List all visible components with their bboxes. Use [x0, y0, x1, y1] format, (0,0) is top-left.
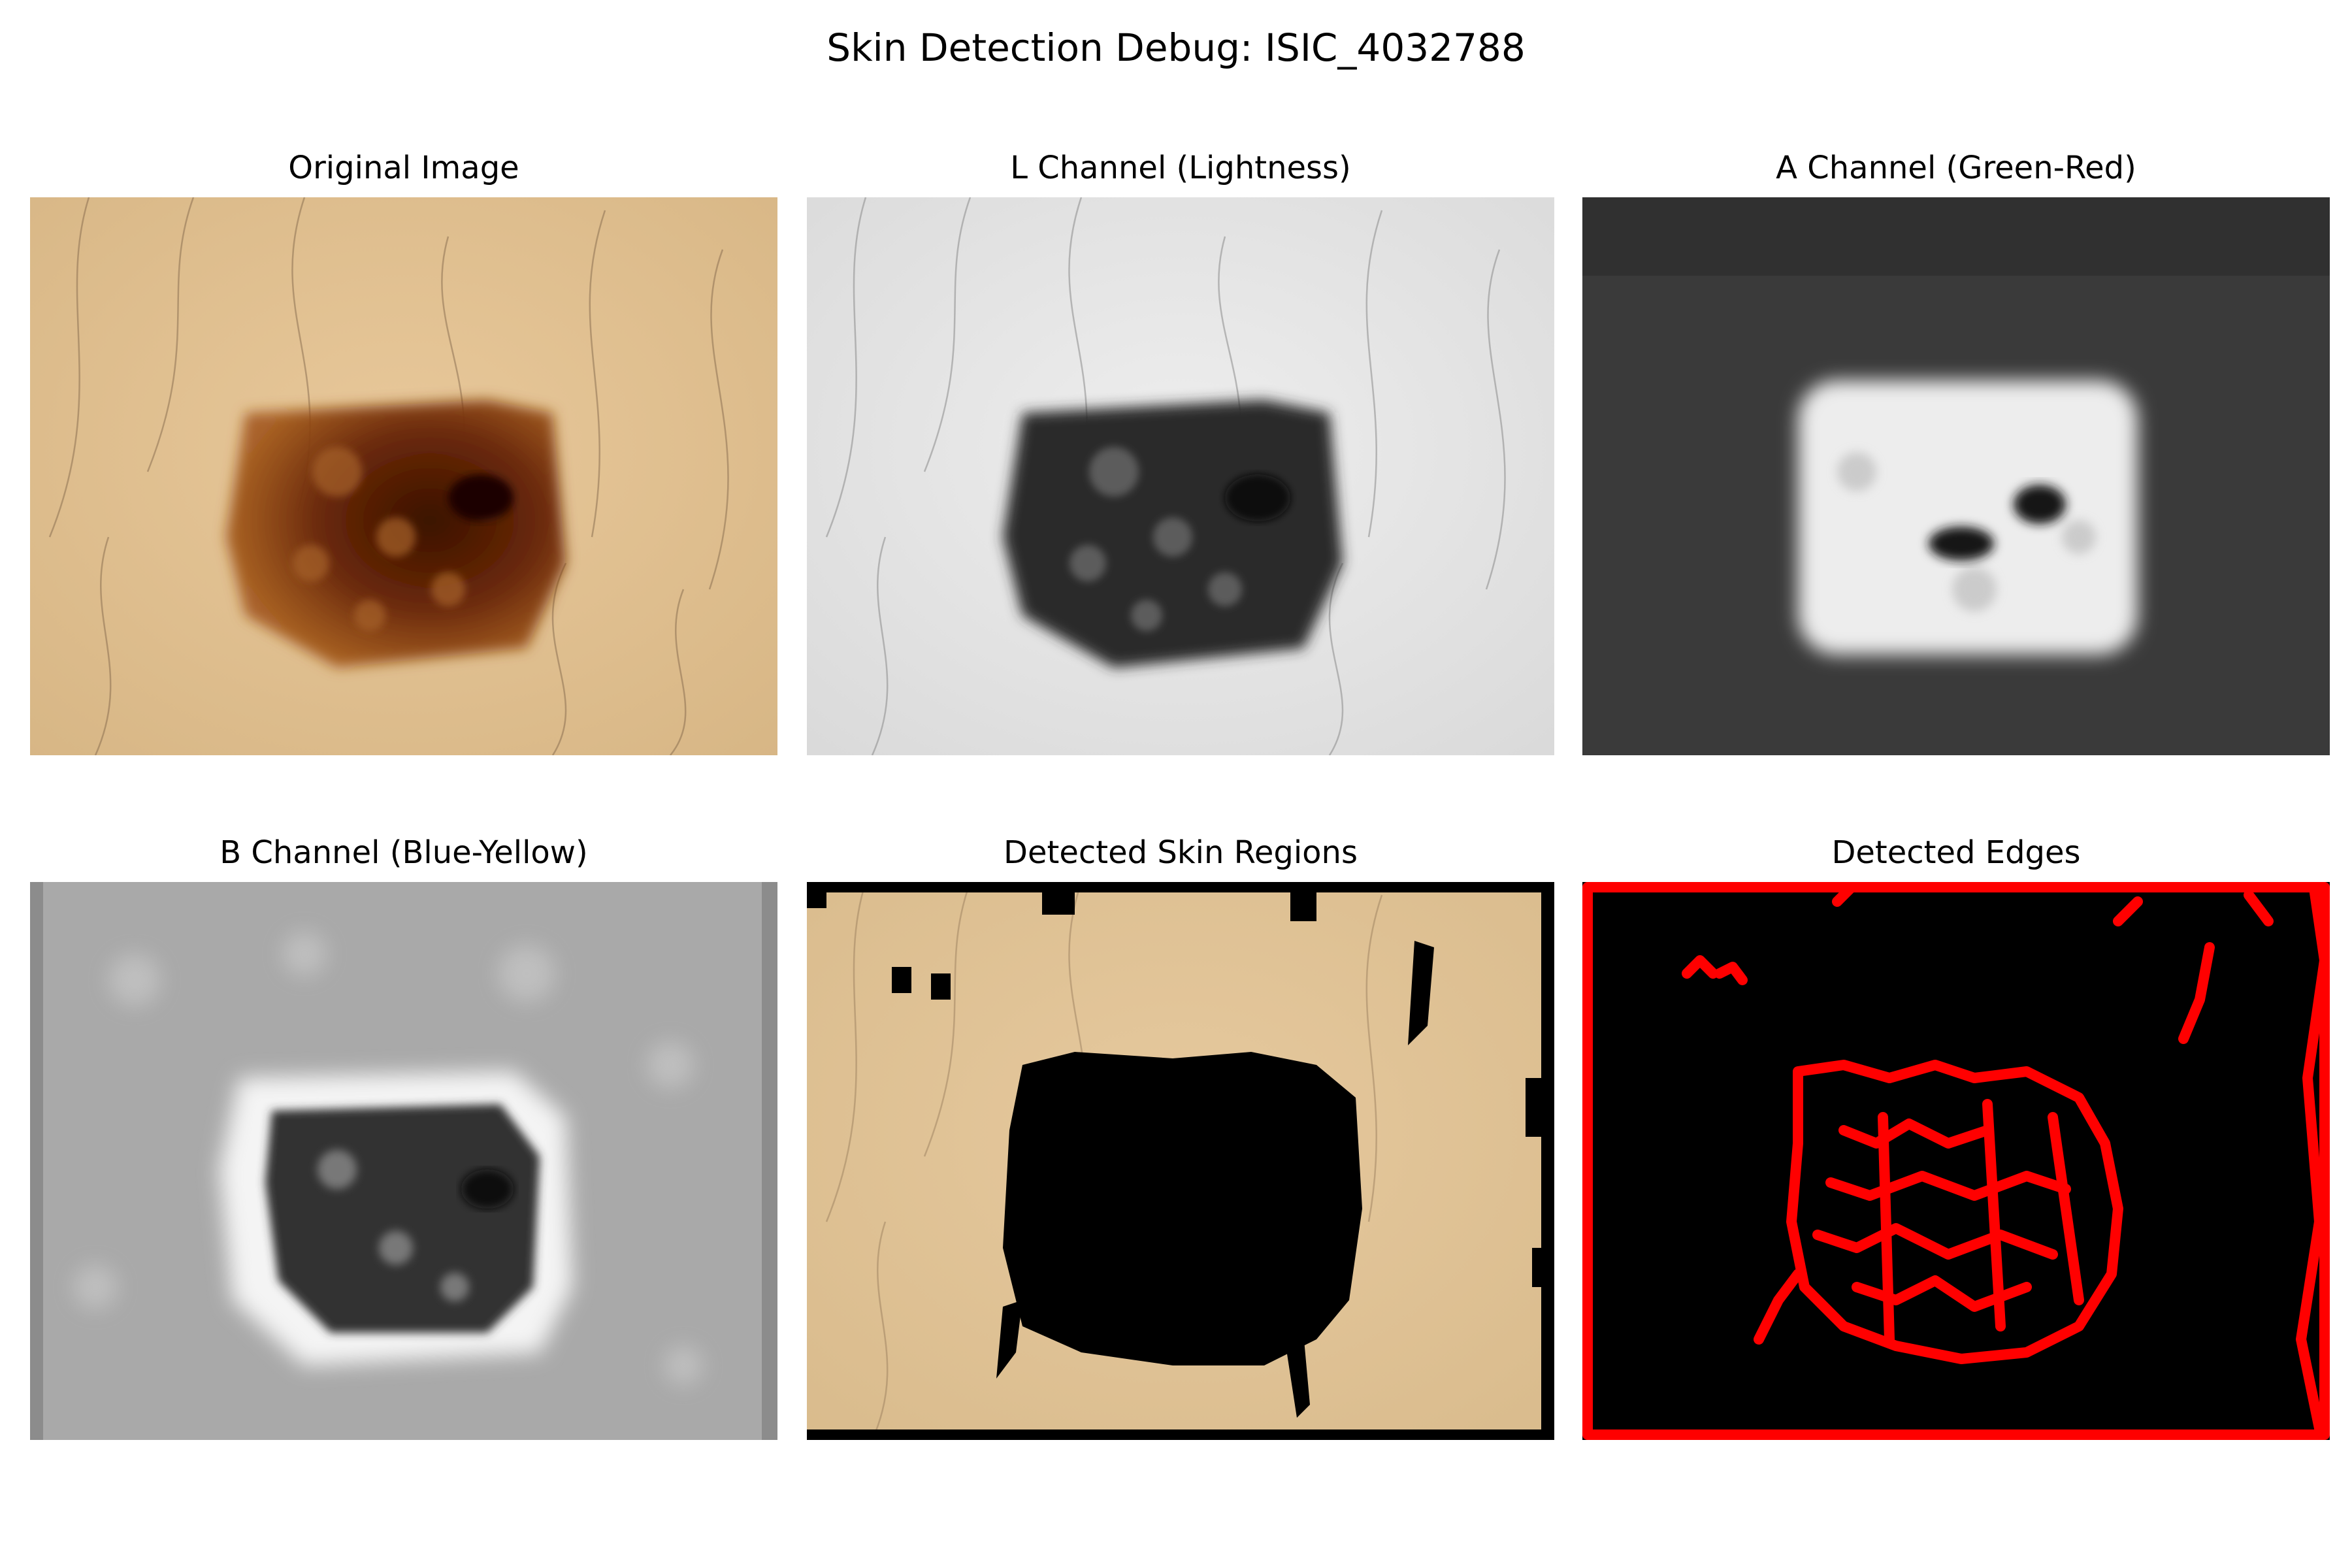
- panel-title-l-channel: L Channel (Lightness): [1010, 150, 1351, 186]
- original-image: [30, 197, 777, 755]
- panel-title-original: Original Image: [288, 150, 519, 186]
- panel-title-a-channel: A Channel (Green-Red): [1776, 150, 2136, 186]
- edges-image: [1582, 882, 2330, 1440]
- b-channel-image: [30, 882, 777, 1440]
- skin-regions-image: [807, 882, 1554, 1440]
- panel-title-edges: Detected Edges: [1831, 834, 2081, 871]
- panel-title-b-channel: B Channel (Blue-Yellow): [220, 834, 588, 871]
- panel-title-skin-regions: Detected Skin Regions: [1004, 834, 1358, 871]
- a-channel-image: [1582, 197, 2330, 755]
- figure-title: Skin Detection Debug: ISIC_4032788: [826, 25, 1526, 70]
- l-channel-image: [807, 197, 1554, 755]
